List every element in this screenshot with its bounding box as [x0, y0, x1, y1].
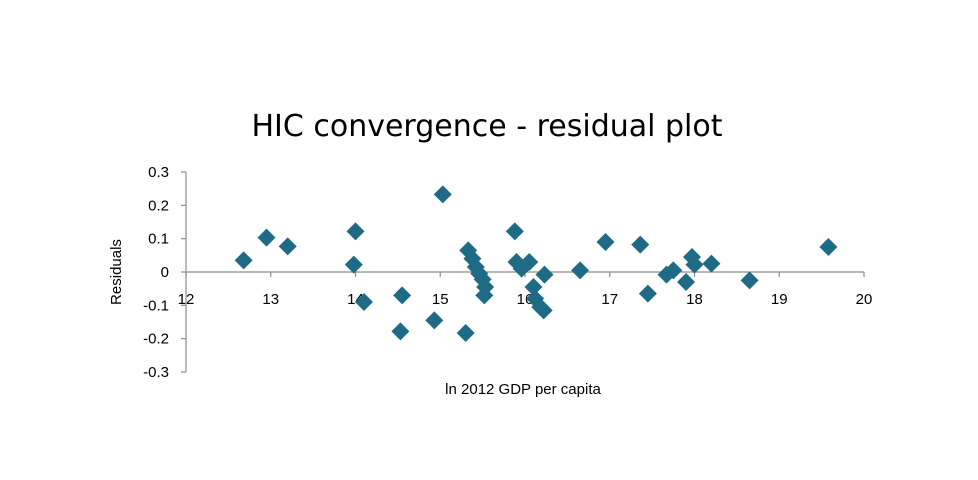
data-point	[524, 278, 543, 296]
data-point	[257, 228, 276, 247]
y-axis: 0.3 0.2 0.1 0 -0.1 -0.2 -0.3	[143, 164, 187, 381]
y-tick-label: 0.2	[148, 197, 169, 214]
data-point	[677, 273, 696, 291]
data-point	[638, 284, 657, 303]
x-tick-label: 19	[771, 291, 788, 308]
data-point	[459, 241, 478, 260]
data-point	[631, 235, 650, 254]
data-point	[393, 286, 412, 305]
data-point	[520, 253, 539, 271]
data-point	[664, 261, 683, 280]
data-point	[505, 222, 524, 241]
data-points	[234, 185, 838, 342]
x-tick-label: 13	[262, 291, 279, 308]
data-point	[391, 322, 410, 341]
y-tick-label: -0.1	[143, 297, 169, 314]
chart-title: HIC convergence - residual plot	[251, 109, 722, 144]
data-point	[425, 311, 444, 330]
data-point	[354, 293, 373, 311]
data-point	[346, 222, 365, 241]
data-point	[234, 251, 253, 270]
x-tick-label: 18	[686, 291, 703, 308]
data-point	[702, 254, 721, 273]
data-point	[433, 185, 452, 204]
y-tick-label: -0.2	[143, 331, 169, 348]
data-point	[535, 265, 554, 284]
data-point	[740, 271, 759, 290]
x-axis: 12 13 14 15 16 17 18 19 20	[178, 271, 873, 308]
x-axis-label: ln 2012 GDP per capita	[445, 381, 601, 398]
data-point	[571, 261, 590, 280]
y-tick-label: 0.1	[148, 231, 169, 248]
y-axis-label: Residuals	[108, 239, 125, 305]
x-tick-label: 16	[517, 291, 534, 308]
data-point	[278, 237, 297, 256]
y-tick-label: -0.3	[143, 364, 169, 381]
y-tick-label: 0	[161, 264, 169, 281]
y-tick-label: 0.3	[148, 164, 169, 181]
x-tick-label: 12	[178, 291, 195, 308]
data-point	[344, 255, 363, 274]
data-point	[819, 238, 838, 256]
x-tick-label: 20	[856, 291, 873, 308]
data-point	[475, 286, 494, 305]
x-tick-label: 17	[601, 291, 618, 308]
data-point	[596, 233, 615, 251]
data-point	[534, 301, 553, 320]
x-tick-label: 15	[432, 291, 449, 308]
data-point	[685, 255, 704, 274]
data-point	[456, 324, 475, 342]
